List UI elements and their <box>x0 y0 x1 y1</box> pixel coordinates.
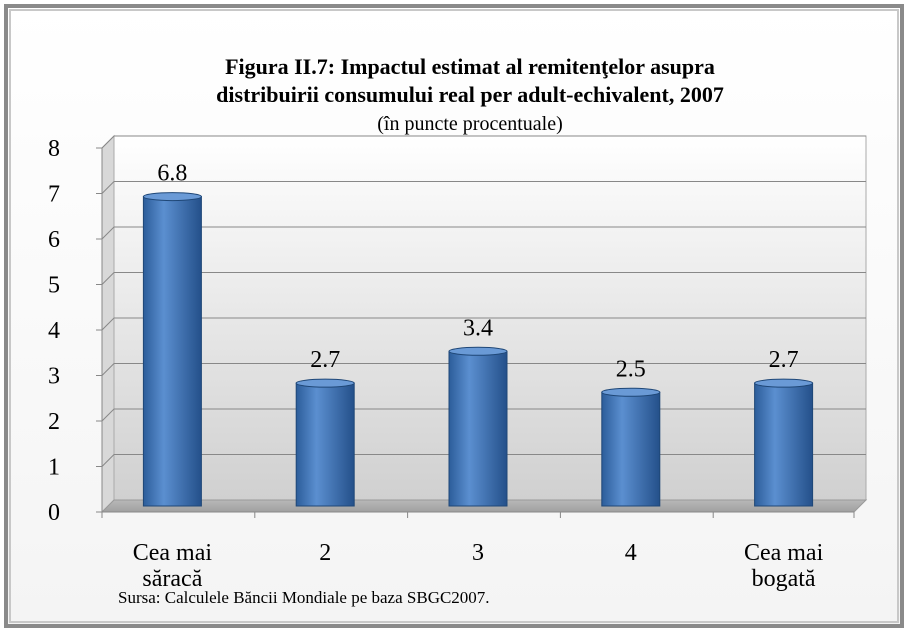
bar <box>601 391 661 507</box>
x-tick-label: Cea mai săracă <box>132 540 213 592</box>
chart-subtitle: (în puncte procentuale) <box>377 113 562 135</box>
grid-line <box>101 272 866 285</box>
bar-cap <box>448 346 508 356</box>
frame-inner <box>9 9 899 623</box>
value-label: 2.5 <box>616 356 646 382</box>
bar-cap <box>601 387 661 397</box>
y-tick-label: 3 <box>48 364 60 390</box>
y-tick-label: 8 <box>48 136 60 162</box>
y-tick-label: 5 <box>48 273 60 299</box>
x-tick-label: 4 <box>624 540 637 566</box>
x-tick-label: 2 <box>319 540 332 566</box>
grid-line <box>101 181 866 194</box>
bar <box>754 382 814 507</box>
bar <box>295 382 355 507</box>
grid-line <box>101 226 866 240</box>
chart-title: distribuirii consumului real per adult-e… <box>216 82 724 107</box>
value-label: 2.7 <box>310 347 340 373</box>
chart-title: Figura II.7: Impactul estimat al remiten… <box>225 54 715 79</box>
bar <box>448 350 508 507</box>
grid-line <box>101 135 866 149</box>
bar-cap <box>295 378 355 388</box>
y-tick-label: 6 <box>48 227 60 253</box>
bar <box>142 196 202 507</box>
grid-line <box>101 363 866 376</box>
source-note: Sursa: Calculele Băncii Mondiale pe baza… <box>118 588 490 607</box>
value-label: 2.7 <box>769 347 799 373</box>
x-tick-label: Cea mai bogată <box>743 540 824 592</box>
bar-cap <box>142 192 202 202</box>
y-tick-label: 7 <box>48 182 60 208</box>
y-tick-label: 4 <box>48 318 60 344</box>
y-tick-label: 2 <box>48 409 60 435</box>
grid-line <box>101 317 866 331</box>
y-tick-label: 0 <box>48 500 60 526</box>
x-tick-label: 3 <box>472 540 484 566</box>
y-tick-label: 1 <box>48 455 60 481</box>
bar-cap <box>754 378 814 388</box>
value-label: 3.4 <box>463 315 493 341</box>
value-label: 6.8 <box>157 161 187 187</box>
